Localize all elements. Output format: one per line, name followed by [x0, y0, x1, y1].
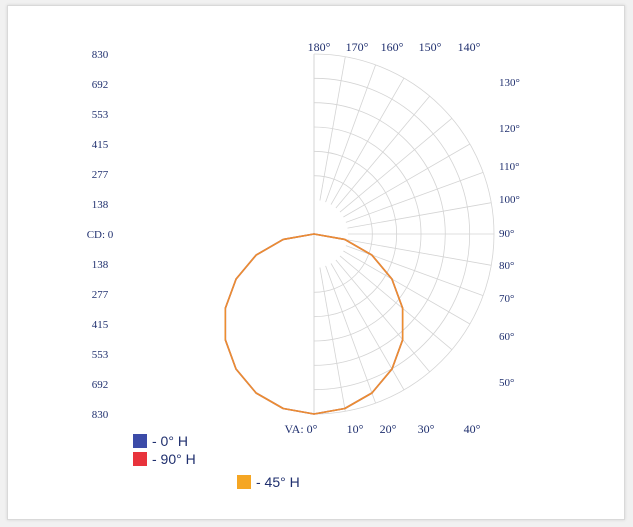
angle-label-bottom-1: 20°: [380, 422, 397, 436]
angle-label-bottom-2: 30°: [418, 422, 435, 436]
cd-tick-bottom-5: 830: [92, 409, 109, 421]
angle-label-top-3: 150°: [419, 40, 442, 54]
grid-ring-5: [313, 77, 470, 391]
angle-label-bottom-0: 10°: [347, 422, 364, 436]
cd-tick-top-2: 553: [92, 109, 109, 121]
angle-label-bottom-3: 40°: [464, 422, 481, 436]
angle-label-top-1: 170°: [346, 40, 369, 54]
cd-tick-bottom-4: 692: [92, 379, 109, 391]
grid-ring-2: [313, 150, 397, 318]
angle-label-right-0: 130°: [499, 77, 520, 89]
series-curve-2: [224, 233, 404, 415]
grid-ring-3: [313, 126, 422, 342]
angle-label-bottom-va: VA: 0°: [285, 422, 318, 436]
angle-label-top-0: 180°: [308, 40, 331, 54]
angle-label-right-5: 80°: [499, 260, 514, 272]
cd-tick-top-5: 138: [92, 199, 109, 211]
cd-tick-bottom-1: 277: [92, 289, 109, 301]
cd-tick-bottom-3: 553: [92, 349, 109, 361]
cd-tick-bottom-2: 415: [92, 319, 109, 331]
cd-tick-top-3: 415: [92, 139, 109, 151]
cd-tick-top-1: 692: [92, 79, 109, 91]
grid-ring-1: [313, 175, 373, 293]
angle-label-top-4: 140°: [458, 40, 481, 54]
angle-label-right-3: 100°: [499, 194, 520, 206]
angle-label-right-1: 120°: [499, 123, 520, 135]
cd-tick-top-4: 277: [92, 169, 109, 181]
cd-axis-label: CD: 0: [87, 229, 114, 241]
cd-tick-bottom-0: 138: [92, 259, 109, 271]
angle-label-right-7: 60°: [499, 331, 514, 343]
cd-tick-top-0: 830: [92, 49, 109, 61]
angle-label-top-2: 160°: [381, 40, 404, 54]
angle-label-right-8: 50°: [499, 377, 514, 389]
angle-label-right-6: 70°: [499, 293, 514, 305]
angle-label-right-4: 90°: [499, 228, 514, 240]
chart-panel: [7, 5, 625, 520]
angle-label-right-2: 110°: [499, 161, 520, 173]
grid-ring-6: [313, 53, 495, 415]
grid-ring-4: [313, 102, 446, 366]
